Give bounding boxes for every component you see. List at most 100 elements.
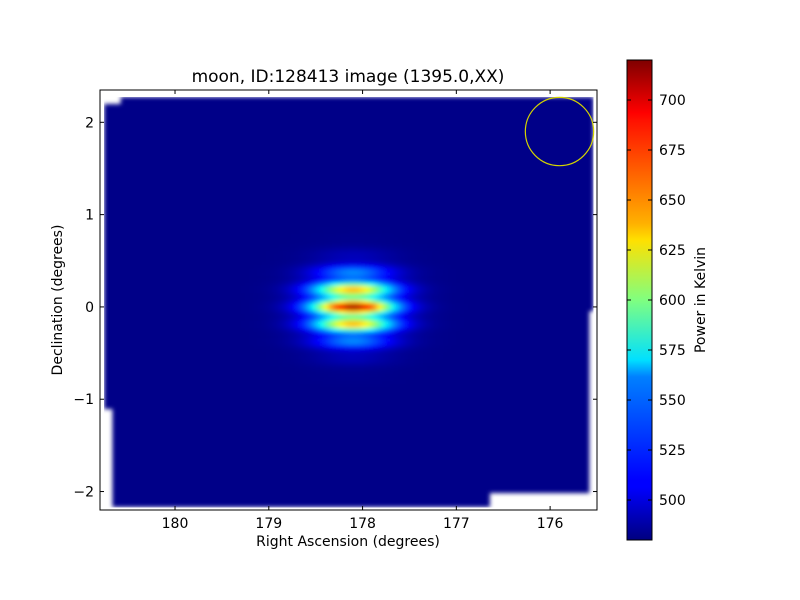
heatmap-cell xyxy=(133,177,138,182)
heatmap-cell xyxy=(439,240,445,245)
heatmap-cell xyxy=(282,216,287,221)
heatmap-cell xyxy=(170,163,176,168)
heatmap-cell xyxy=(174,191,180,196)
heatmap-cell xyxy=(157,188,163,193)
heatmap-cell xyxy=(460,212,466,217)
heatmap-cell xyxy=(199,195,205,200)
heatmap-cell xyxy=(418,195,424,200)
heatmap-cell xyxy=(472,198,478,203)
heatmap-cell xyxy=(377,230,383,235)
heatmap-cell xyxy=(588,163,594,168)
heatmap-cell xyxy=(211,132,217,137)
heatmap-cell xyxy=(427,202,432,207)
heatmap-cell xyxy=(307,226,312,231)
heatmap-cell xyxy=(547,181,553,186)
heatmap-cell xyxy=(133,142,138,147)
heatmap-cell xyxy=(191,198,196,203)
heatmap-cell xyxy=(290,128,296,133)
heatmap-cell xyxy=(551,104,557,109)
heatmap-cell xyxy=(137,177,143,182)
heatmap-cell xyxy=(559,170,565,175)
heatmap-cell xyxy=(278,216,283,221)
heatmap-cell xyxy=(137,230,143,235)
heatmap-cell xyxy=(253,195,258,200)
heatmap-cell xyxy=(137,212,143,217)
heatmap-cell xyxy=(398,128,403,133)
heatmap-cell xyxy=(220,184,225,189)
heatmap-cell xyxy=(377,153,383,158)
heatmap-cell xyxy=(149,125,155,130)
heatmap-cell xyxy=(534,230,540,235)
heatmap-cell xyxy=(340,114,345,119)
heatmap-cell xyxy=(534,226,540,231)
heatmap-cell xyxy=(124,195,130,200)
heatmap-cell xyxy=(104,107,109,112)
heatmap-cell xyxy=(481,142,486,147)
heatmap-cell xyxy=(389,184,395,189)
heatmap-cell xyxy=(174,146,180,151)
heatmap-cell xyxy=(282,244,287,249)
heatmap-cell xyxy=(186,181,192,186)
heatmap-cell xyxy=(497,216,503,221)
heatmap-cell xyxy=(195,184,200,189)
heatmap-cell xyxy=(236,195,242,200)
heatmap-cell xyxy=(116,230,122,235)
heatmap-cell xyxy=(460,114,466,119)
heatmap-cell xyxy=(120,139,126,144)
heatmap-cell xyxy=(240,202,246,207)
heatmap-cell xyxy=(120,188,126,193)
heatmap-cell xyxy=(530,167,536,172)
heatmap-cell xyxy=(286,125,292,130)
heatmap-cell xyxy=(588,160,594,165)
heatmap-cell xyxy=(282,233,287,238)
heatmap-cell xyxy=(290,230,296,235)
heatmap-cell xyxy=(572,233,577,238)
heatmap-cell xyxy=(568,219,573,224)
heatmap-cell xyxy=(224,205,229,210)
heatmap-cell xyxy=(302,142,308,147)
heatmap-cell xyxy=(414,219,420,224)
heatmap-cell xyxy=(273,223,279,228)
heatmap-cell xyxy=(323,230,329,235)
heatmap-cell xyxy=(468,142,474,147)
heatmap-cell xyxy=(273,97,279,102)
heatmap-cell xyxy=(414,174,420,179)
heatmap-cell xyxy=(108,233,114,238)
heatmap-cell xyxy=(307,240,312,245)
heatmap-cell xyxy=(232,156,238,161)
heatmap-cell xyxy=(203,212,209,217)
heatmap-cell xyxy=(137,125,143,130)
heatmap-cell xyxy=(220,153,225,158)
heatmap-cell xyxy=(124,237,130,242)
heatmap-cell xyxy=(265,142,271,147)
heatmap-cell xyxy=(423,142,428,147)
heatmap-cell xyxy=(108,209,114,214)
heatmap-cell xyxy=(278,230,283,235)
heatmap-cell xyxy=(481,139,486,144)
heatmap-cell xyxy=(178,156,184,161)
heatmap-cell xyxy=(186,177,192,182)
heatmap-cell xyxy=(365,153,370,158)
heatmap-cell xyxy=(232,209,238,214)
heatmap-cell xyxy=(282,191,287,196)
heatmap-cell xyxy=(166,146,172,151)
heatmap-cell xyxy=(352,184,358,189)
heatmap-cell xyxy=(381,195,387,200)
heatmap-cell xyxy=(360,121,366,126)
heatmap-cell xyxy=(559,230,565,235)
heatmap-cell xyxy=(485,160,490,165)
heatmap-cell xyxy=(580,198,586,203)
heatmap-cell xyxy=(269,125,275,130)
heatmap-cell xyxy=(195,191,200,196)
heatmap-cell xyxy=(199,142,205,147)
heatmap-cell xyxy=(447,132,453,137)
heatmap-cell xyxy=(443,174,449,179)
heatmap-cell xyxy=(257,188,263,193)
heatmap-cell xyxy=(344,177,350,182)
heatmap-cell xyxy=(224,139,229,144)
heatmap-cell xyxy=(464,107,470,112)
heatmap-cell xyxy=(435,181,441,186)
heatmap-cell xyxy=(319,212,325,217)
heatmap-cell xyxy=(149,219,155,224)
heatmap-cell xyxy=(456,167,461,172)
